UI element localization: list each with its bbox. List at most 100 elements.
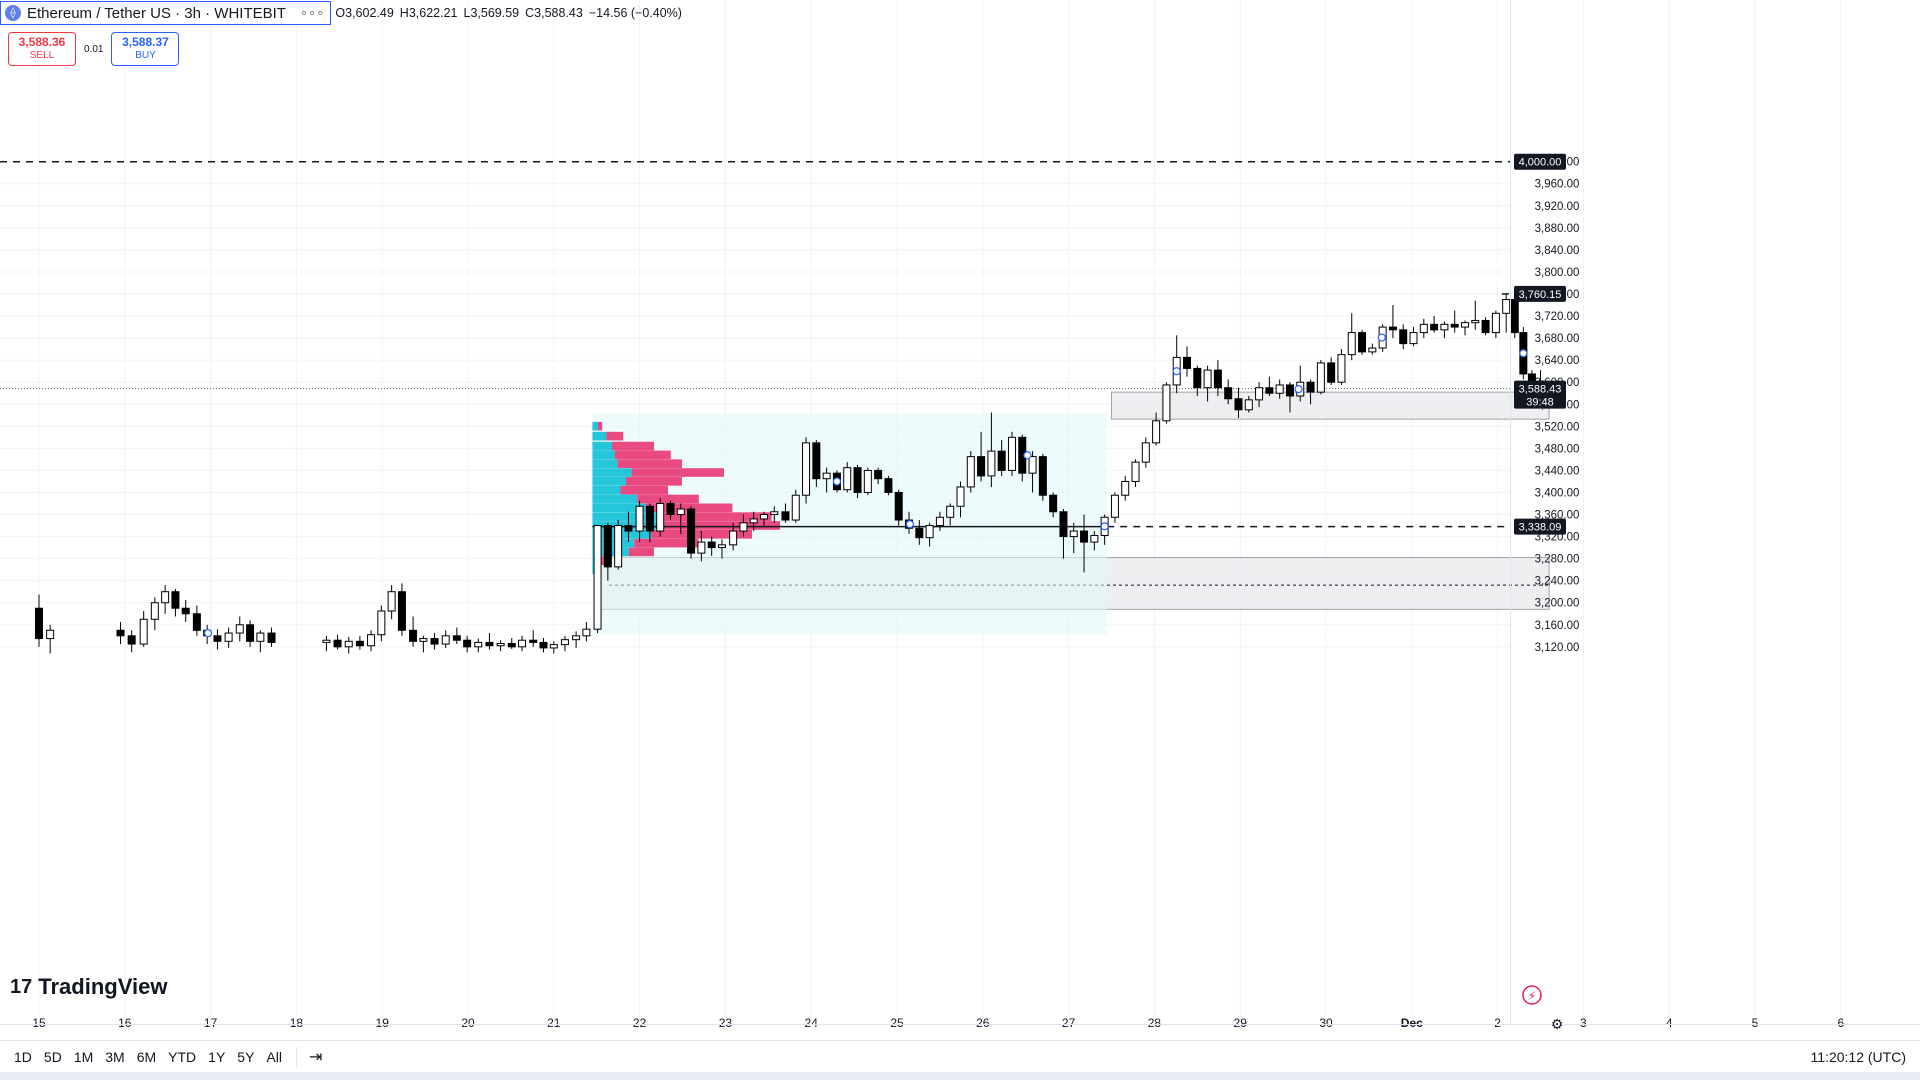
range-1d-button[interactable]: 1D bbox=[14, 1048, 32, 1065]
candle-body bbox=[676, 508, 685, 516]
range-1y-button[interactable]: 1Y bbox=[208, 1048, 226, 1065]
candle-body bbox=[1255, 387, 1264, 401]
candle-body bbox=[441, 635, 450, 645]
candle-body bbox=[1285, 384, 1294, 397]
vp-row-down bbox=[631, 468, 725, 477]
candle-body bbox=[739, 522, 748, 532]
candle-body bbox=[213, 635, 222, 642]
vp-row-up bbox=[592, 441, 613, 451]
x-tick-label: 16 bbox=[118, 1016, 132, 1030]
countdown-timer-text: 39:48 bbox=[1526, 397, 1554, 409]
candle-body bbox=[791, 494, 800, 521]
range-ytd-button[interactable]: YTD bbox=[168, 1048, 197, 1065]
candle-body bbox=[987, 450, 996, 477]
candle-body bbox=[1110, 494, 1119, 518]
y-tick-label: 3,120.00 bbox=[1535, 642, 1580, 654]
x-tick-label: 30 bbox=[1319, 1016, 1333, 1030]
candle-body bbox=[161, 591, 170, 604]
candle-body bbox=[935, 516, 944, 527]
low-value: 3,569.59 bbox=[470, 6, 520, 20]
candle-body bbox=[518, 639, 527, 648]
vp-row-up bbox=[592, 450, 615, 460]
candle-body bbox=[863, 469, 872, 493]
candle-body bbox=[485, 641, 494, 647]
candle-body bbox=[781, 511, 790, 521]
price-label-box bbox=[1514, 153, 1566, 170]
sell-button[interactable]: 3,588.36 SELL bbox=[8, 32, 76, 66]
range-5d-button[interactable]: 5D bbox=[43, 1048, 62, 1065]
candle-body bbox=[1007, 436, 1016, 471]
vp-row-down bbox=[620, 485, 669, 495]
ohlc-open: O3,602.49 bbox=[335, 6, 393, 20]
low-label: L bbox=[463, 6, 471, 20]
candle-body bbox=[1419, 323, 1428, 334]
event-marker bbox=[1377, 333, 1386, 342]
vp-row-up bbox=[592, 431, 607, 441]
zone-rect bbox=[1111, 391, 1550, 420]
candle-body bbox=[507, 643, 516, 648]
candle-body bbox=[946, 505, 955, 518]
range-1m-button[interactable]: 1M bbox=[73, 1048, 94, 1065]
candle-body bbox=[333, 639, 342, 648]
range-5y-button[interactable]: 5Y bbox=[237, 1048, 255, 1065]
candle-body bbox=[1162, 384, 1171, 422]
vp-row-up bbox=[592, 459, 618, 469]
candle-body bbox=[1244, 399, 1253, 411]
candle-body bbox=[322, 639, 331, 643]
candle-body bbox=[35, 607, 43, 640]
candle-body bbox=[1038, 456, 1047, 496]
candle-body bbox=[1069, 530, 1078, 538]
tradingview-watermark: 17 TradingView bbox=[10, 974, 167, 1000]
candle-body bbox=[582, 628, 591, 637]
candle-body bbox=[1481, 319, 1490, 334]
range-all-button[interactable]: All bbox=[266, 1048, 282, 1065]
vp-row-down bbox=[598, 421, 603, 431]
candle-body bbox=[614, 525, 623, 568]
candle-body bbox=[1265, 387, 1274, 394]
lightning-glyph-icon: ⚡ bbox=[1528, 989, 1536, 1003]
symbol-title[interactable]: Ethereum / Tether US · 3h · WHITEBIT bbox=[27, 4, 286, 22]
candle-body bbox=[150, 602, 159, 620]
candle-body bbox=[267, 632, 276, 643]
more-options-icon[interactable]: ∘∘∘ bbox=[299, 5, 325, 20]
candle-body bbox=[729, 530, 738, 546]
candle-body bbox=[1080, 530, 1089, 543]
clock-display[interactable]: 11:20:12 (UTC) bbox=[1810, 1049, 1906, 1065]
price-label-text: 3,760.15 bbox=[1519, 289, 1562, 301]
price-axis[interactable]: 4,000.00 3,960.00 3,920.00 3,880.00 3,840.00… bbox=[1510, 0, 1580, 1024]
candle-body bbox=[529, 639, 538, 643]
candle-body bbox=[1337, 354, 1346, 383]
ohlc-high: H3,622.21 bbox=[400, 6, 458, 20]
candle-body bbox=[1399, 329, 1408, 345]
candle-body bbox=[1224, 387, 1233, 400]
y-tick-label: 3,360.00 bbox=[1535, 510, 1580, 522]
x-tick-label: 4 bbox=[1666, 1016, 1673, 1030]
candle-body bbox=[853, 467, 862, 493]
range-3m-button[interactable]: 3M bbox=[105, 1048, 125, 1065]
lightning-icon bbox=[1522, 985, 1542, 1005]
x-tick-label: 15 bbox=[32, 1016, 46, 1030]
vp-row-down bbox=[614, 450, 671, 460]
y-tick-label: 3,280.00 bbox=[1535, 554, 1580, 566]
go-to-date-icon[interactable]: ⇥ bbox=[308, 1048, 323, 1066]
y-tick-label: 3,240.00 bbox=[1535, 576, 1580, 588]
candle-body bbox=[1183, 356, 1192, 369]
candle-body bbox=[624, 525, 633, 532]
event-marker bbox=[203, 628, 213, 638]
range-6m-button[interactable]: 6M bbox=[136, 1048, 157, 1065]
candle-body bbox=[474, 641, 483, 648]
candle-body bbox=[1347, 332, 1356, 356]
y-tick-label: 3,920.00 bbox=[1535, 201, 1580, 213]
x-tick-label: 23 bbox=[719, 1016, 733, 1030]
candle-body bbox=[1450, 323, 1459, 328]
candle-body bbox=[656, 502, 665, 532]
candle-body bbox=[666, 502, 675, 516]
legend-bar: ⟠ Ethereum / Tether US · 3h · WHITEBIT ∘… bbox=[0, 0, 682, 26]
x-tick-label: 2 bbox=[1494, 1016, 1501, 1030]
tradingview-logo-icon: 17 bbox=[10, 975, 33, 998]
candle-body bbox=[802, 442, 811, 496]
symbol-box[interactable]: ⟠ Ethereum / Tether US · 3h · WHITEBIT ∘… bbox=[0, 1, 332, 25]
time-axis[interactable]: 15 16 17 18 19 20 21 22 23 24 25 26 27 28 29 30 Dec 2 3 4 5 6… bbox=[0, 1016, 1920, 1032]
buy-button[interactable]: 3,588.37 BUY bbox=[111, 32, 180, 66]
